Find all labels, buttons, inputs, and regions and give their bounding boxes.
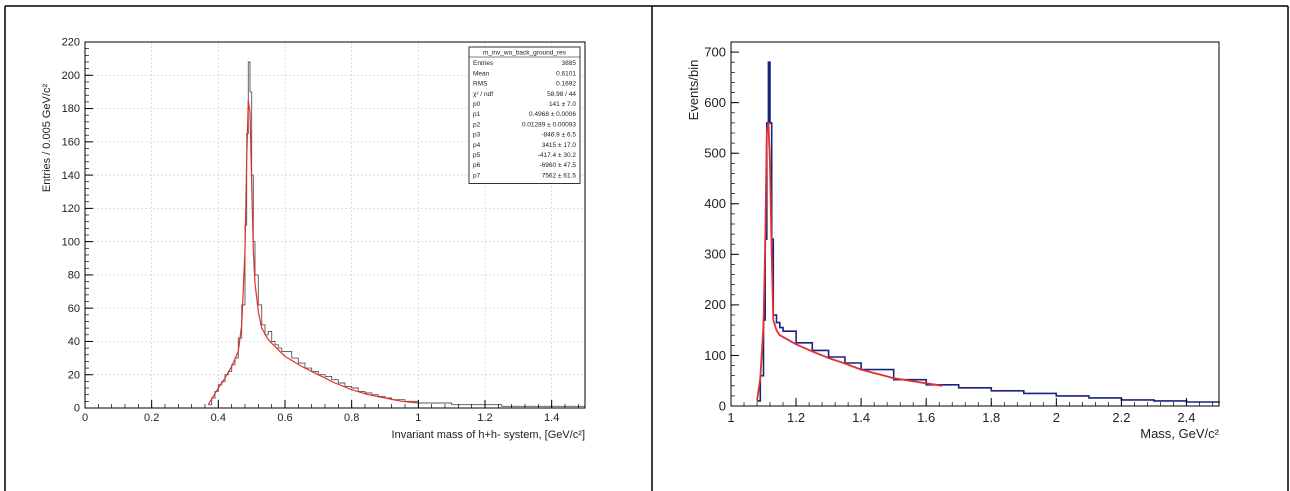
left-y-tick-label: 140 [62, 170, 80, 182]
stats-row-label: p3 [473, 132, 481, 139]
right-x-tick-label: 1.4 [852, 410, 870, 425]
stats-row-label: χ² / ndf [473, 91, 493, 98]
stats-row-value: 0.6101 [556, 70, 576, 77]
left-x-tick-label: 0.8 [344, 412, 359, 424]
right-x-tick-label: 1.6 [917, 410, 935, 425]
stats-row-value: 141 ± 7.0 [549, 101, 576, 108]
left-y-tick-label: 200 [62, 70, 80, 82]
left-x-tick-label: 0 [82, 412, 88, 424]
left-fit-curve [207, 99, 419, 406]
stats-row-value: 3885 [562, 60, 577, 67]
stats-row-value: -6960 ± 47.5 [540, 162, 577, 169]
left-x-tick-label: 1 [415, 412, 421, 424]
right-chart: 1 1.2 1.4 1.6 1.8 2 2.2 2.4 0 100 200 300 400 500 600 7… [686, 41, 1220, 441]
right-x-axis-label: Mass, GeV/c² [1140, 426, 1219, 441]
left-y-axis-label: Entries / 0.005 GeV/c² [41, 84, 53, 193]
right-y-tick-label: 700 [704, 44, 726, 59]
left-y-tick-label: 220 [62, 37, 80, 49]
left-x-tick-label: 1.4 [544, 412, 559, 424]
right-y-tick-label: 400 [704, 196, 726, 211]
stats-row-value: 0.1692 [556, 81, 576, 88]
left-data-histogram [208, 61, 586, 408]
stats-row-label: p5 [473, 152, 481, 159]
left-x-tick-label: 0.6 [277, 412, 292, 424]
left-y-tick-label: 20 [68, 369, 80, 381]
right-x-tick-label: 2 [1053, 410, 1060, 425]
left-series [207, 61, 586, 408]
left-stats-box: m_inv_wo_back_ground_res Entries 3885 Mean 0… [468, 46, 581, 184]
right-x-tick-label: 1 [727, 410, 734, 425]
stats-row-label: Mean [473, 70, 490, 77]
stats-box-frame [468, 46, 581, 184]
left-x-tick-label: 0.4 [211, 412, 226, 424]
left-x-tick-label: 1.2 [477, 412, 492, 424]
right-y-tick-label: 200 [704, 297, 726, 312]
right-x-tick-label: 2.4 [1177, 410, 1195, 425]
right-y-tick-label: 0 [719, 398, 726, 413]
right-y-tick-label: 600 [704, 95, 726, 110]
left-y-tick-label: 160 [62, 136, 80, 148]
stats-row-label: p2 [473, 121, 481, 128]
right-ticks: 1 1.2 1.4 1.6 1.8 2 2.2 2.4 0 100 200 300 400 500 600 7… [704, 41, 1213, 425]
stats-row-label: RMS [473, 81, 488, 88]
stats-row-value: 7562 ± 61.5 [542, 172, 577, 179]
left-chart: 0 0.2 0.4 0.6 0.8 1 1.2 1.4 0 20 40 60 80 100 120 140 16… [41, 37, 586, 441]
stats-row-label: Entries [473, 60, 494, 67]
stats-row-label: p7 [473, 172, 481, 179]
left-y-tick-label: 180 [62, 103, 80, 115]
left-y-tick-label: 0 [74, 403, 80, 415]
right-data-histogram [757, 61, 1220, 403]
left-y-tick-label: 60 [68, 303, 80, 315]
stats-row-value: 58.98 / 44 [547, 91, 576, 98]
stats-row-value: -846.9 ± 6.5 [541, 132, 576, 139]
right-y-axis-label: Events/bin [686, 60, 701, 121]
stats-row-label: p4 [473, 142, 481, 149]
stats-box-title: m_inv_wo_back_ground_res [483, 50, 567, 57]
right-x-tick-label: 1.2 [787, 410, 805, 425]
stats-row-value: -417.4 ± 30.2 [538, 152, 577, 159]
right-y-tick-label: 100 [704, 348, 726, 363]
right-series [756, 61, 1220, 403]
right-x-tick-label: 1.8 [982, 410, 1000, 425]
left-ticks: 0 0.2 0.4 0.6 0.8 1 1.2 1.4 0 20 40 60 80 100 120 140 16… [62, 37, 579, 424]
right-axes [730, 41, 1220, 407]
stats-row-label: p0 [473, 101, 481, 108]
stats-row-value: 0.4968 ± 0.0006 [529, 111, 576, 118]
left-axes [84, 41, 586, 409]
left-x-axis-label: Invariant mass of h+h- system, [GeV/c²] [392, 429, 585, 441]
left-y-tick-label: 40 [68, 336, 80, 348]
left-plot-frame [84, 41, 586, 409]
left-y-tick-label: 120 [62, 203, 80, 215]
stats-row-label: p6 [473, 162, 481, 169]
stats-row-value: 3415 ± 17.0 [542, 142, 577, 149]
stats-row-value: 0.01289 ± 0.00093 [522, 121, 577, 128]
left-x-tick-label: 0.2 [144, 412, 159, 424]
right-x-tick-label: 2.2 [1112, 410, 1130, 425]
stats-row-label: p1 [473, 111, 481, 118]
right-fit-curve [756, 122, 943, 402]
right-plot-frame [730, 41, 1220, 407]
right-y-tick-label: 300 [704, 247, 726, 262]
left-y-tick-label: 80 [68, 270, 80, 282]
left-y-tick-label: 100 [62, 236, 80, 248]
right-y-tick-label: 500 [704, 146, 726, 161]
